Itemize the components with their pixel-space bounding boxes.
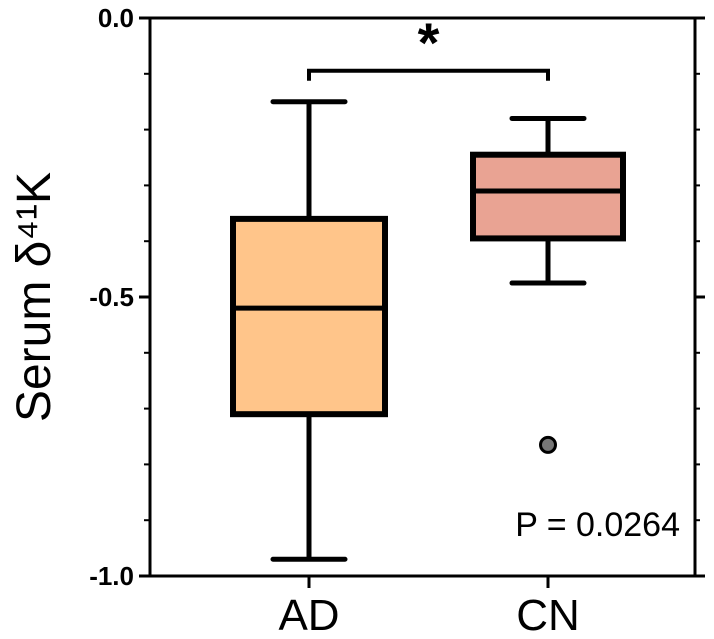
labels: 0.0 -0.5 -1.0 AD CN * P = 0.0264 Serum δ⁴¹K <box>8 3 680 639</box>
y-tick-label: 0.0 <box>98 3 134 33</box>
axes <box>139 16 705 588</box>
box-cn <box>470 151 626 242</box>
p-value-annotation: P = 0.0264 <box>515 506 680 544</box>
y-tick-label: -0.5 <box>89 282 134 312</box>
significance-bracket <box>307 68 550 81</box>
x-tick-label: AD <box>278 591 339 639</box>
x-tick-label: CN <box>516 591 580 639</box>
boxes <box>230 68 626 562</box>
outlier-point <box>539 435 557 454</box>
y-tick-label: -1.0 <box>89 561 134 591</box>
y-axis-label: Serum δ⁴¹K <box>8 172 61 422</box>
significance-star: * <box>418 11 440 74</box>
box-ad <box>230 215 388 418</box>
